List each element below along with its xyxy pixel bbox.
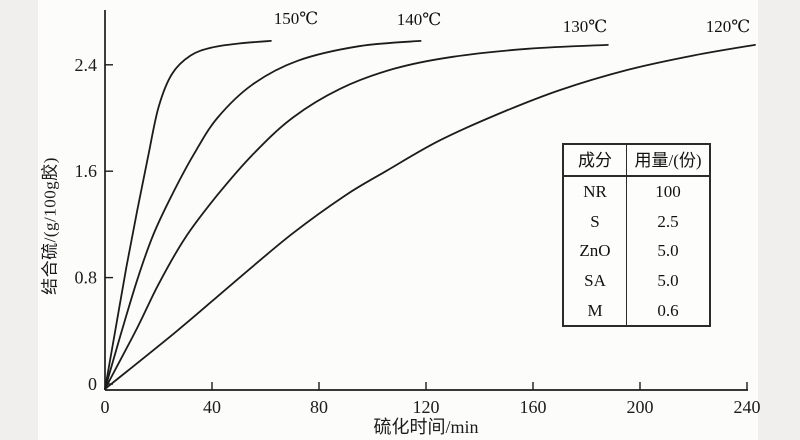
x-tick-label: 40 bbox=[203, 397, 221, 417]
curve-label-140c: 140℃ bbox=[396, 10, 442, 29]
y-tick-label: 2.4 bbox=[75, 55, 98, 75]
curve-150c bbox=[104, 40, 272, 390]
table-header-component: 成分 bbox=[564, 145, 626, 177]
table-cell-component: SA bbox=[584, 271, 606, 291]
x-tick-label: 80 bbox=[310, 397, 328, 417]
table-cell-component: NR bbox=[583, 182, 607, 202]
x-tick-label: 200 bbox=[627, 397, 654, 417]
curve-140c bbox=[104, 40, 422, 390]
y-tick-label: 0.8 bbox=[75, 268, 98, 288]
table-cell-component: S bbox=[590, 211, 600, 231]
table-cell-amount: 0.6 bbox=[626, 295, 709, 325]
composition-table: 成分 用量/(份) NR 100 S 2.5 ZnO 5.0 SA 5.0 M 0.6 bbox=[562, 143, 711, 327]
curve-130c bbox=[104, 44, 609, 390]
x-tick-label: 0 bbox=[101, 397, 110, 417]
table-cell-component: M bbox=[587, 300, 603, 320]
x-axis-title: 硫化时间/min bbox=[373, 417, 479, 437]
table-cell-component: ZnO bbox=[579, 241, 611, 261]
x-tick-label: 160 bbox=[520, 397, 547, 417]
curve-label-130c: 130℃ bbox=[562, 17, 608, 36]
table-header-amount: 用量/(份) bbox=[626, 145, 709, 177]
x-tick-label: 240 bbox=[734, 397, 761, 417]
table-cell-amount: 5.0 bbox=[626, 265, 709, 296]
y-axis-title: 结合硫/(g/100g胶) bbox=[40, 157, 60, 295]
y-tick-label: 0 bbox=[88, 374, 97, 394]
x-tick-label: 120 bbox=[413, 397, 440, 417]
table-cell-amount: 2.5 bbox=[626, 206, 709, 237]
curve-label-150c: 150℃ bbox=[273, 9, 319, 28]
curve-label-120c: 120℃ bbox=[705, 17, 751, 36]
table-cell-amount: 100 bbox=[626, 177, 709, 207]
curve-120c bbox=[104, 44, 756, 390]
table-cell-amount: 5.0 bbox=[626, 236, 709, 266]
y-tick-label: 1.6 bbox=[75, 161, 98, 181]
